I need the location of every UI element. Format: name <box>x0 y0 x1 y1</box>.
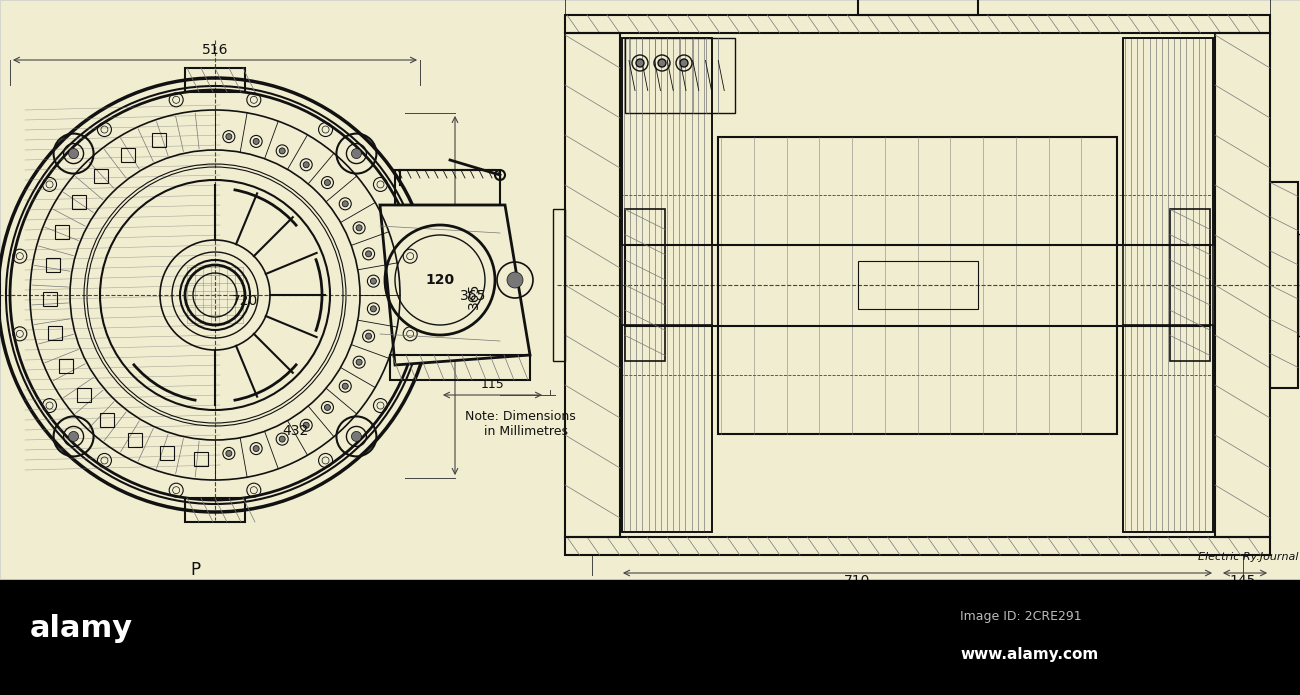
Circle shape <box>370 306 377 312</box>
Text: P: P <box>190 561 200 579</box>
Text: 115: 115 <box>481 379 504 391</box>
Bar <box>552 209 566 361</box>
Text: 710: 710 <box>844 574 871 588</box>
Circle shape <box>356 359 363 365</box>
Circle shape <box>280 148 285 154</box>
Bar <box>625 209 666 361</box>
Circle shape <box>680 59 688 67</box>
Bar <box>621 325 712 532</box>
Circle shape <box>280 436 285 442</box>
Bar <box>48 327 61 341</box>
Text: 145: 145 <box>1230 574 1256 588</box>
Circle shape <box>254 445 259 452</box>
Bar <box>0 0 1300 580</box>
Bar <box>77 388 91 402</box>
Bar <box>100 413 114 427</box>
Circle shape <box>254 138 259 145</box>
Circle shape <box>69 149 78 158</box>
Text: alamy: alamy <box>30 614 133 643</box>
Text: 516: 516 <box>202 43 229 57</box>
Bar <box>152 133 165 147</box>
Bar <box>1297 234 1300 336</box>
Bar <box>0 580 1300 695</box>
Bar <box>129 432 143 446</box>
Bar <box>1170 209 1210 361</box>
Circle shape <box>226 133 231 140</box>
Bar <box>566 15 1270 33</box>
Bar <box>625 38 734 113</box>
Bar <box>160 446 174 460</box>
Circle shape <box>342 383 348 389</box>
Circle shape <box>351 149 361 158</box>
Circle shape <box>342 201 348 207</box>
Circle shape <box>303 423 309 428</box>
Text: 365: 365 <box>467 282 481 309</box>
Circle shape <box>325 404 330 411</box>
Text: 120: 120 <box>425 273 455 287</box>
Bar <box>858 261 978 309</box>
Bar <box>1270 182 1297 388</box>
Circle shape <box>226 450 231 457</box>
Bar <box>621 38 712 245</box>
Circle shape <box>69 432 78 441</box>
Circle shape <box>636 59 643 67</box>
Circle shape <box>365 333 372 339</box>
Bar <box>390 355 530 380</box>
Bar <box>625 245 1210 325</box>
Circle shape <box>658 59 666 67</box>
Bar <box>121 148 135 162</box>
Bar <box>566 33 620 537</box>
Bar <box>185 68 244 92</box>
Bar <box>1123 38 1213 245</box>
Polygon shape <box>380 205 530 365</box>
Circle shape <box>365 251 372 257</box>
Circle shape <box>370 278 377 284</box>
Bar <box>718 136 1117 434</box>
Bar <box>1123 38 1213 532</box>
Text: Note: Dimensions
   in Millimetres: Note: Dimensions in Millimetres <box>464 410 576 438</box>
Bar <box>46 259 60 272</box>
Bar <box>858 0 978 15</box>
Text: Electric Ry.Journal: Electric Ry.Journal <box>1197 552 1297 562</box>
Bar <box>1216 33 1270 537</box>
Text: www.alamy.com: www.alamy.com <box>959 647 1098 662</box>
Bar <box>72 195 86 209</box>
Circle shape <box>325 179 330 186</box>
Bar <box>395 170 500 205</box>
Circle shape <box>356 224 363 231</box>
Text: 365: 365 <box>460 288 486 302</box>
Bar <box>1123 325 1213 532</box>
Bar <box>621 38 712 532</box>
Text: Image ID: 2CRE291: Image ID: 2CRE291 <box>959 610 1082 623</box>
Bar <box>56 225 69 239</box>
Circle shape <box>303 162 309 167</box>
Text: 720: 720 <box>231 294 259 308</box>
Bar <box>94 169 108 183</box>
Bar <box>43 293 57 306</box>
Bar <box>566 537 1270 555</box>
Text: 432: 432 <box>282 424 308 438</box>
Circle shape <box>507 272 523 288</box>
Circle shape <box>351 432 361 441</box>
Bar <box>58 359 73 373</box>
Bar <box>185 498 244 522</box>
Bar <box>194 452 208 466</box>
